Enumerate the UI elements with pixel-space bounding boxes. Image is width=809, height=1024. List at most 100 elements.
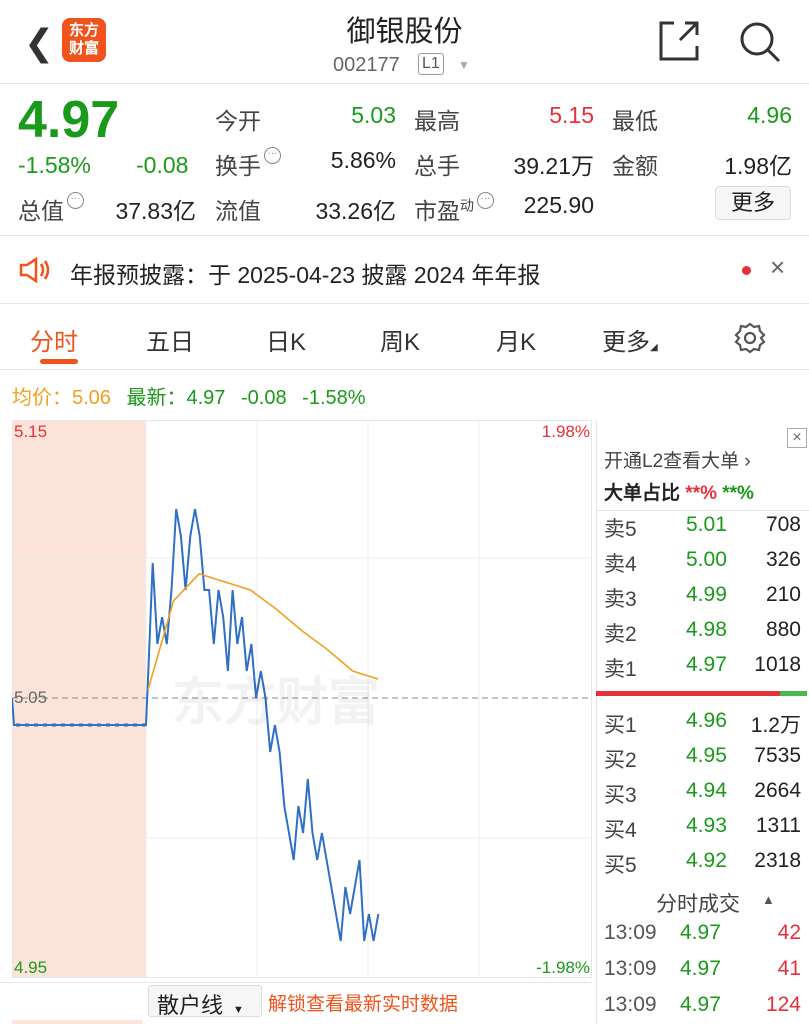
- level-badge[interactable]: L1: [418, 53, 444, 75]
- app-logo[interactable]: 东方 财富: [62, 18, 106, 62]
- indicator-bar: 散户线 ▼ 解锁查看最新实时数据: [0, 982, 592, 1022]
- pre-market-tick: [25, 723, 29, 727]
- latest-change: -0.08: [241, 387, 287, 409]
- settings-icon[interactable]: [734, 322, 766, 354]
- back-icon[interactable]: ❮: [24, 22, 55, 63]
- volume: 880: [765, 618, 801, 641]
- l2-promo-link[interactable]: 开通L2查看大单 ›: [604, 451, 751, 472]
- l2-promo: 开通L2查看大单: [604, 451, 740, 472]
- y-label-top: 5.15: [14, 422, 48, 441]
- volume: 41: [777, 957, 801, 980]
- level-label: 卖2: [604, 623, 637, 646]
- pre-market-tick: [43, 723, 47, 727]
- pre-market-tick: [88, 723, 92, 727]
- speaker-icon: [19, 256, 50, 284]
- price: 4.94: [686, 779, 727, 802]
- trade-list: 13:09 4.97 42 13:09 4.97 41 13:09 4.97 124: [596, 916, 809, 1024]
- price: 4.99: [686, 583, 727, 606]
- tab-daily-k[interactable]: 日K: [266, 329, 307, 356]
- ratio-bar: [596, 691, 807, 696]
- float-value: 33.26亿: [315, 198, 396, 224]
- level-label: 买2: [604, 749, 637, 772]
- indicator-select[interactable]: 散户线 ▼: [148, 985, 262, 1018]
- low-label: 最低: [612, 108, 658, 134]
- pe-value: 225.90: [523, 192, 594, 218]
- volume: 326: [765, 548, 801, 571]
- chart-legend: 均价：5.06 最新：4.97 -0.08 -1.58%: [12, 381, 366, 410]
- trade-row: 13:09 4.97 124: [596, 988, 809, 1024]
- tab-weekly-k[interactable]: 周K: [380, 329, 421, 356]
- tab-more[interactable]: 更多◢: [602, 329, 658, 356]
- info-icon[interactable]: ···: [67, 192, 84, 209]
- volume-label: 总手: [414, 153, 460, 179]
- price-line: [12, 508, 380, 942]
- level-label: 买3: [604, 784, 637, 807]
- pre-market-tick: [61, 723, 65, 727]
- price: 4.92: [686, 849, 727, 872]
- tab-5day[interactable]: 五日: [146, 329, 194, 356]
- pre-market-tick: [34, 723, 38, 727]
- amount-label: 金额: [612, 153, 658, 179]
- level-label: 卖4: [604, 553, 637, 576]
- close-icon[interactable]: ×: [787, 428, 807, 448]
- order-row: 卖1 4.97 1018: [596, 648, 809, 683]
- order-row: 卖2 4.98 880: [596, 613, 809, 648]
- pre-market-tick: [79, 723, 83, 727]
- ask-list: 卖5 5.01 708 卖4 5.00 326 卖3 4.99 210 卖2 4.98 880 卖1 4.…: [596, 508, 809, 683]
- turnover-value: 5.86%: [330, 147, 396, 173]
- avg-label: 均价：: [12, 387, 72, 409]
- turnover-label: 换手: [215, 153, 261, 179]
- pct-label-bottom: -1.98%: [536, 958, 590, 977]
- low-value: 4.96: [747, 102, 792, 128]
- unread-dot: [742, 266, 751, 275]
- notice-text: 年报预披露：于 2025-04-23 披露 2024 年年报: [70, 262, 541, 288]
- search-icon[interactable]: [738, 20, 782, 64]
- notice-bar[interactable]: 年报预披露：于 2025-04-23 披露 2024 年年报 ×: [0, 236, 809, 304]
- pe-sup: 动: [460, 197, 474, 214]
- watermark: 东方财富: [172, 674, 381, 732]
- collapse-icon[interactable]: ▲: [762, 892, 775, 907]
- change: -0.08: [136, 152, 189, 178]
- price: 5.01: [686, 513, 727, 536]
- price: 4.97: [686, 653, 727, 676]
- share-icon[interactable]: [658, 20, 700, 62]
- big-buy-pct: **%: [685, 483, 717, 504]
- price: 4.97: [680, 993, 721, 1016]
- pre-market-tick: [16, 723, 20, 727]
- pre-market-tick: [115, 723, 119, 727]
- dropdown-icon[interactable]: ▼: [458, 58, 470, 72]
- price: 4.97: [680, 921, 721, 944]
- info-icon[interactable]: ···: [477, 192, 494, 209]
- more-button[interactable]: 更多: [715, 186, 791, 220]
- volume: 124: [765, 993, 801, 1016]
- latest-value: 4.97: [186, 387, 226, 409]
- pre-market-tick: [142, 723, 146, 727]
- order-row: 买2 4.95 7535: [596, 739, 809, 774]
- tab-intraday[interactable]: 分时: [30, 329, 78, 356]
- open-label: 今开: [215, 108, 261, 134]
- volume: 7535: [754, 744, 801, 767]
- big-sell-pct: **%: [722, 483, 754, 504]
- level-label: 卖1: [604, 658, 637, 681]
- high-label: 最高: [414, 108, 460, 134]
- close-icon[interactable]: ×: [770, 252, 786, 282]
- latest-change-pct: -1.58%: [302, 387, 366, 409]
- info-icon[interactable]: ···: [264, 147, 281, 164]
- tab-monthly-k[interactable]: 月K: [496, 329, 537, 356]
- sub-chart-area: [12, 1020, 142, 1024]
- intraday-chart[interactable]: 5.15 5.05 4.95 1.98% -1.98% 东方财富: [12, 420, 592, 978]
- order-row: 买3 4.94 2664: [596, 774, 809, 809]
- level-label: 卖3: [604, 588, 637, 611]
- order-row: 卖5 5.01 708: [596, 508, 809, 543]
- float-label: 流值: [215, 198, 261, 224]
- level-label: 卖5: [604, 518, 637, 541]
- trades-title: 分时成交: [656, 893, 740, 916]
- order-row: 买4 4.93 1311: [596, 809, 809, 844]
- avg-value: 5.06: [72, 387, 111, 409]
- level-label: 买5: [604, 854, 637, 877]
- pre-market-zone: [12, 420, 146, 978]
- stock-code: 002177: [333, 54, 400, 76]
- unlock-link[interactable]: 解锁查看最新实时数据: [268, 994, 459, 1015]
- price: 4.95: [686, 744, 727, 767]
- mktcap-label: 总值: [18, 198, 64, 224]
